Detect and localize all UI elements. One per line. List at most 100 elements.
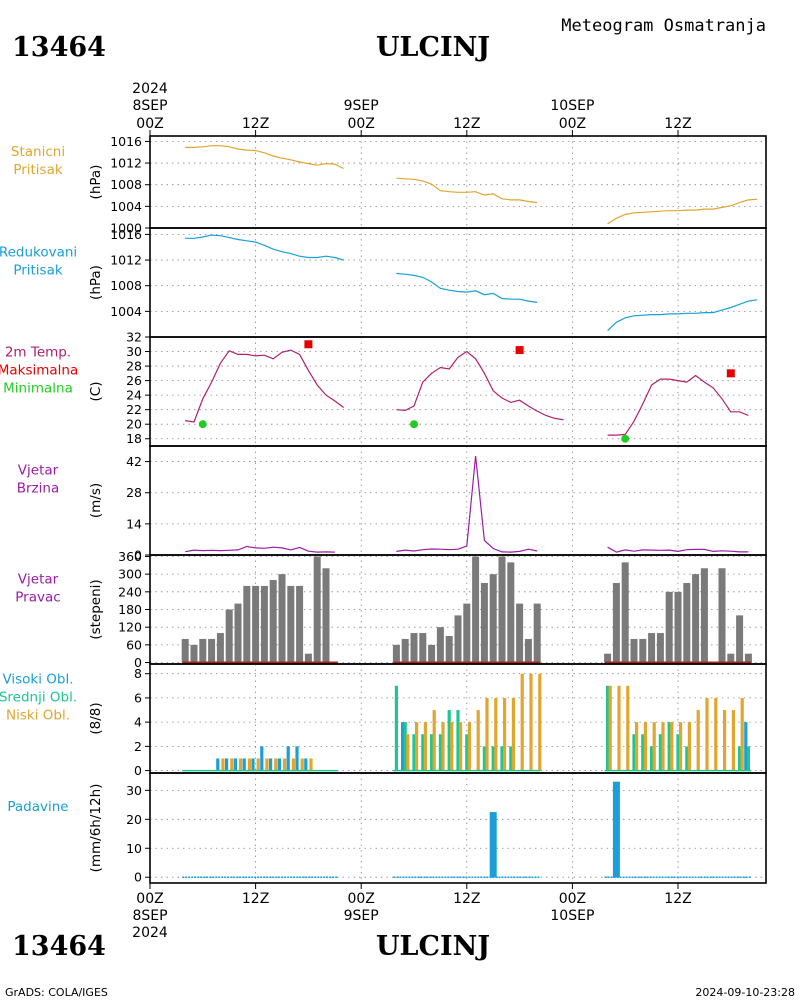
y-tick-label: 24	[126, 388, 142, 403]
wind-direction-bar	[252, 585, 260, 663]
cloud-bar-low	[626, 685, 630, 771]
cloud-bar-mid	[403, 722, 407, 771]
y-tick-label: 0	[134, 763, 142, 778]
wind-direction-bar	[463, 603, 471, 663]
y-tick-label: 26	[126, 373, 142, 388]
chart-subtitle: Meteogram Osmatranja	[561, 16, 766, 36]
cloud-bar-mid	[650, 746, 654, 771]
y-tick-label: 4	[134, 715, 142, 730]
wind-direction-bar	[199, 638, 207, 663]
cloud-bar-high	[269, 758, 273, 771]
cloud-bar-low	[291, 758, 295, 771]
y-tick-label: 0	[134, 655, 142, 670]
y-tick-label: 1008	[110, 177, 142, 192]
y-tick-label: 20	[126, 812, 142, 827]
series-line	[396, 350, 564, 421]
date-label-bottom: 8SEP	[132, 908, 167, 924]
time-label-top: 12Z	[664, 116, 691, 132]
cloud-bar-low	[635, 722, 639, 771]
wind-direction-bar	[234, 603, 242, 663]
cloud-bar-low	[247, 758, 251, 771]
panel-clouds: 0 2 4 6 8 Visoki Obl. Srednji Obl. Niski Obl. (8…	[0, 663, 767, 778]
cloud-bar-mid	[394, 685, 398, 771]
wind-direction-bar	[392, 644, 400, 663]
wind-direction-bar	[208, 638, 216, 663]
precip-bar	[612, 781, 620, 878]
wind-direction-bar	[287, 585, 295, 663]
cloud-bar-high	[242, 758, 246, 771]
panel-label: Srednji Obl.	[0, 690, 77, 706]
date-label-bottom: 10SEP	[550, 908, 594, 924]
cloud-bar-mid	[447, 710, 451, 771]
cloud-bar-mid	[465, 734, 469, 771]
cloud-bar-mid	[632, 734, 636, 771]
cloud-bar-high	[260, 746, 264, 771]
wind-direction-bar	[304, 653, 312, 663]
series-line	[607, 546, 749, 553]
wind-direction-bar	[401, 638, 409, 663]
cloud-bar-low	[476, 710, 480, 771]
cloud-bar-low	[406, 734, 410, 771]
cloud-bar-low	[538, 673, 542, 771]
wind-direction-bar	[727, 653, 735, 663]
wind-direction-bar	[604, 653, 612, 663]
wind-direction-bar	[656, 633, 664, 663]
y-tick-label: 10	[126, 841, 142, 856]
temp-min-marker	[410, 420, 418, 429]
panel-label: Vjetar	[18, 572, 59, 588]
y-axis-label: (8/8)	[88, 702, 104, 734]
wind-direction-bar	[516, 603, 524, 663]
panel-label: Stanicni	[11, 144, 65, 160]
cloud-bar-low	[503, 697, 507, 771]
y-tick-label: 28	[126, 485, 142, 500]
y-tick-label: 240	[118, 584, 142, 599]
date-label-top: 8SEP	[132, 98, 167, 114]
panel-wind_speed: 0 14 28 42 Vjetar Brzina (m/s)	[17, 445, 767, 563]
wind-direction-bar	[718, 568, 726, 663]
y-tick-label: 42	[126, 454, 142, 469]
series-line	[185, 349, 344, 423]
series-line	[185, 234, 344, 261]
cloud-bar-mid	[456, 710, 460, 771]
wind-direction-bar	[507, 562, 515, 663]
cloud-bar-low	[415, 722, 419, 771]
cloud-bar-mid	[500, 746, 504, 771]
wind-direction-bar	[533, 603, 541, 663]
station-name-bottom: ULCINJ	[376, 931, 490, 962]
cloud-bar-mid	[606, 685, 610, 771]
time-label-bottom: 00Z	[347, 891, 374, 907]
cloud-bar-low	[283, 758, 287, 771]
wind-direction-bar	[269, 580, 277, 663]
series-line	[607, 198, 758, 225]
y-axis-label: (hPa)	[88, 265, 104, 300]
temp-min-marker	[198, 420, 207, 429]
cloud-bar-low	[265, 758, 269, 771]
wind-direction-bar	[674, 591, 682, 663]
cloud-bar-low	[309, 758, 313, 771]
panel-label: Niski Obl.	[6, 708, 70, 724]
panel-label: Pritisak	[13, 162, 63, 178]
y-tick-label: 0	[134, 870, 142, 885]
cloud-bar-low	[705, 697, 709, 771]
wind-direction-bar	[612, 582, 620, 663]
panel-frame	[149, 445, 767, 556]
cloud-bar-mid	[438, 734, 442, 771]
cloud-bar-mid	[658, 734, 662, 771]
cloud-bar-low	[441, 722, 445, 771]
time-label-bottom: 12Z	[242, 891, 269, 907]
cloud-bar-low	[617, 685, 621, 771]
y-tick-label: 120	[118, 620, 142, 635]
cloud-bar-low	[670, 722, 674, 771]
wind-direction-bar	[498, 556, 506, 663]
wind-direction-bar	[419, 633, 427, 663]
cloud-bar-low	[467, 722, 471, 771]
wind-direction-bar	[322, 568, 330, 663]
series-line	[607, 299, 758, 332]
time-label-top: 00Z	[559, 116, 586, 132]
wind-direction-bar	[410, 633, 418, 663]
station-id-top: 13464	[12, 32, 106, 63]
y-axis-label: (C)	[88, 382, 104, 402]
cloud-bar-low	[661, 722, 665, 771]
wind-direction-bar	[621, 562, 629, 663]
cloud-bar-mid	[430, 734, 434, 771]
